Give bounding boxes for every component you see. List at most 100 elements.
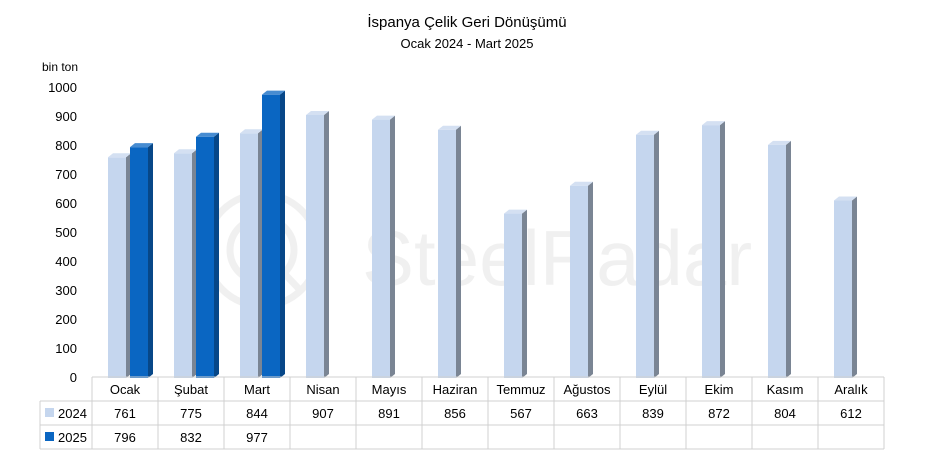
table-category-label: Aralık xyxy=(834,382,868,397)
table-category-label: Mayıs xyxy=(372,382,407,397)
bar-2024-Şubat xyxy=(174,149,197,378)
bar-face xyxy=(702,125,720,379)
table-cell-value: 663 xyxy=(576,406,598,421)
bar-2024-Haziran xyxy=(438,125,461,378)
bar-top xyxy=(108,153,131,158)
bar-2025-Mart xyxy=(262,90,285,379)
bar-2024-Kasım xyxy=(768,140,791,378)
bar-2025-Şubat xyxy=(196,132,219,378)
bar-face xyxy=(174,153,192,378)
y-tick-label: 300 xyxy=(55,283,77,298)
watermark-text: SteelRadar xyxy=(362,214,752,302)
bar-face xyxy=(240,133,258,378)
bar-2025-Ocak xyxy=(130,143,153,378)
bar-side xyxy=(324,110,329,378)
table-cell-value: 567 xyxy=(510,406,532,421)
table-category-label: Şubat xyxy=(174,382,208,397)
bar-top xyxy=(504,209,527,214)
table-cell-value: 804 xyxy=(774,406,796,421)
table-series-name: 2025 xyxy=(58,430,87,445)
table-cell-value: 844 xyxy=(246,406,268,421)
bar-2024-Nisan xyxy=(306,110,329,378)
bar-face xyxy=(196,136,214,378)
bar-side xyxy=(280,90,285,379)
bar-face xyxy=(108,157,126,378)
bar-side xyxy=(522,209,527,378)
table-category-label: Kasım xyxy=(767,382,804,397)
table-category-label: Ağustos xyxy=(564,382,611,397)
y-tick-label: 400 xyxy=(55,254,77,269)
bar-face xyxy=(306,114,324,378)
table-cell-value: 891 xyxy=(378,406,400,421)
bar-2024-Temmuz xyxy=(504,209,527,378)
bar-top xyxy=(438,125,461,130)
y-tick-label: 500 xyxy=(55,225,77,240)
table-series-name: 2024 xyxy=(58,406,87,421)
y-tick-label: 600 xyxy=(55,196,77,211)
bar-face xyxy=(438,129,456,378)
bar-top xyxy=(702,121,725,126)
y-tick-label: 100 xyxy=(55,341,77,356)
bar-face xyxy=(834,200,852,378)
data-table: Ocak Şubat Mart Nisan Mayıs Haziran Temmuz Ağus… xyxy=(39,376,885,450)
bar-face xyxy=(130,147,148,378)
table-category-label: Eylül xyxy=(639,382,667,397)
y-tick-label: 200 xyxy=(55,312,77,327)
bar-top xyxy=(768,140,791,145)
y-tick-label: 900 xyxy=(55,109,77,124)
chart-subtitle: Ocak 2024 - Mart 2025 xyxy=(401,36,534,51)
table-cell-value: 839 xyxy=(642,406,664,421)
bar-top xyxy=(174,149,197,154)
bar-side xyxy=(148,143,153,378)
bar-side xyxy=(786,140,791,378)
table-cell-value: 761 xyxy=(114,406,136,421)
table-cell-value: 612 xyxy=(840,406,862,421)
bar-side xyxy=(720,121,725,379)
bar-side xyxy=(456,125,461,378)
bar-face xyxy=(768,144,786,378)
table-cell-value: 832 xyxy=(180,430,202,445)
bar-side xyxy=(192,149,197,378)
y-tick-label: 1000 xyxy=(48,80,77,95)
legend-key-2024 xyxy=(45,408,54,417)
bar-top xyxy=(240,129,263,134)
y-tick-label: 700 xyxy=(55,167,77,182)
bar-side xyxy=(258,129,263,378)
table-cell-value: 796 xyxy=(114,430,136,445)
watermark-logo: SteelRadar xyxy=(202,190,752,310)
table-cell-value: 872 xyxy=(708,406,730,421)
bar-2024-Mart xyxy=(240,129,263,378)
legend-key-2025 xyxy=(45,432,54,441)
table-category-label: Ekim xyxy=(705,382,734,397)
y-axis-ticks: 0 100 200 300 400 500 600 700 800 900 1000 xyxy=(48,80,77,385)
bar-side xyxy=(852,196,857,378)
bar-2024-Mayıs xyxy=(372,115,395,379)
chart-title: İspanya Çelik Geri Dönüşümü xyxy=(367,13,566,31)
table-cell-value: 977 xyxy=(246,430,268,445)
y-tick-label: 800 xyxy=(55,138,77,153)
bars-group xyxy=(108,90,857,379)
bar-side xyxy=(126,153,131,378)
bar-top xyxy=(636,130,659,135)
bar-face xyxy=(636,134,654,378)
y-axis-label: bin ton xyxy=(42,60,78,74)
bar-2024-Ağustos xyxy=(570,181,593,378)
bar-top xyxy=(372,115,395,120)
bar-side xyxy=(654,130,659,378)
bar-2024-Aralık xyxy=(834,196,857,378)
bar-top xyxy=(130,143,153,148)
table-category-label: Temmuz xyxy=(496,382,545,397)
bar-face xyxy=(570,185,588,378)
bar-top xyxy=(306,110,329,115)
table-cell-value: 907 xyxy=(312,406,334,421)
table-category-label: Mart xyxy=(244,382,270,397)
bar-face xyxy=(504,213,522,378)
bar-side xyxy=(214,132,219,378)
bar-top xyxy=(834,196,857,201)
table-category-label: Nisan xyxy=(306,382,339,397)
table-category-label: Haziran xyxy=(433,382,478,397)
table-cell-value: 856 xyxy=(444,406,466,421)
y-tick-label: 0 xyxy=(70,370,77,385)
bar-2024-Ocak xyxy=(108,153,131,378)
